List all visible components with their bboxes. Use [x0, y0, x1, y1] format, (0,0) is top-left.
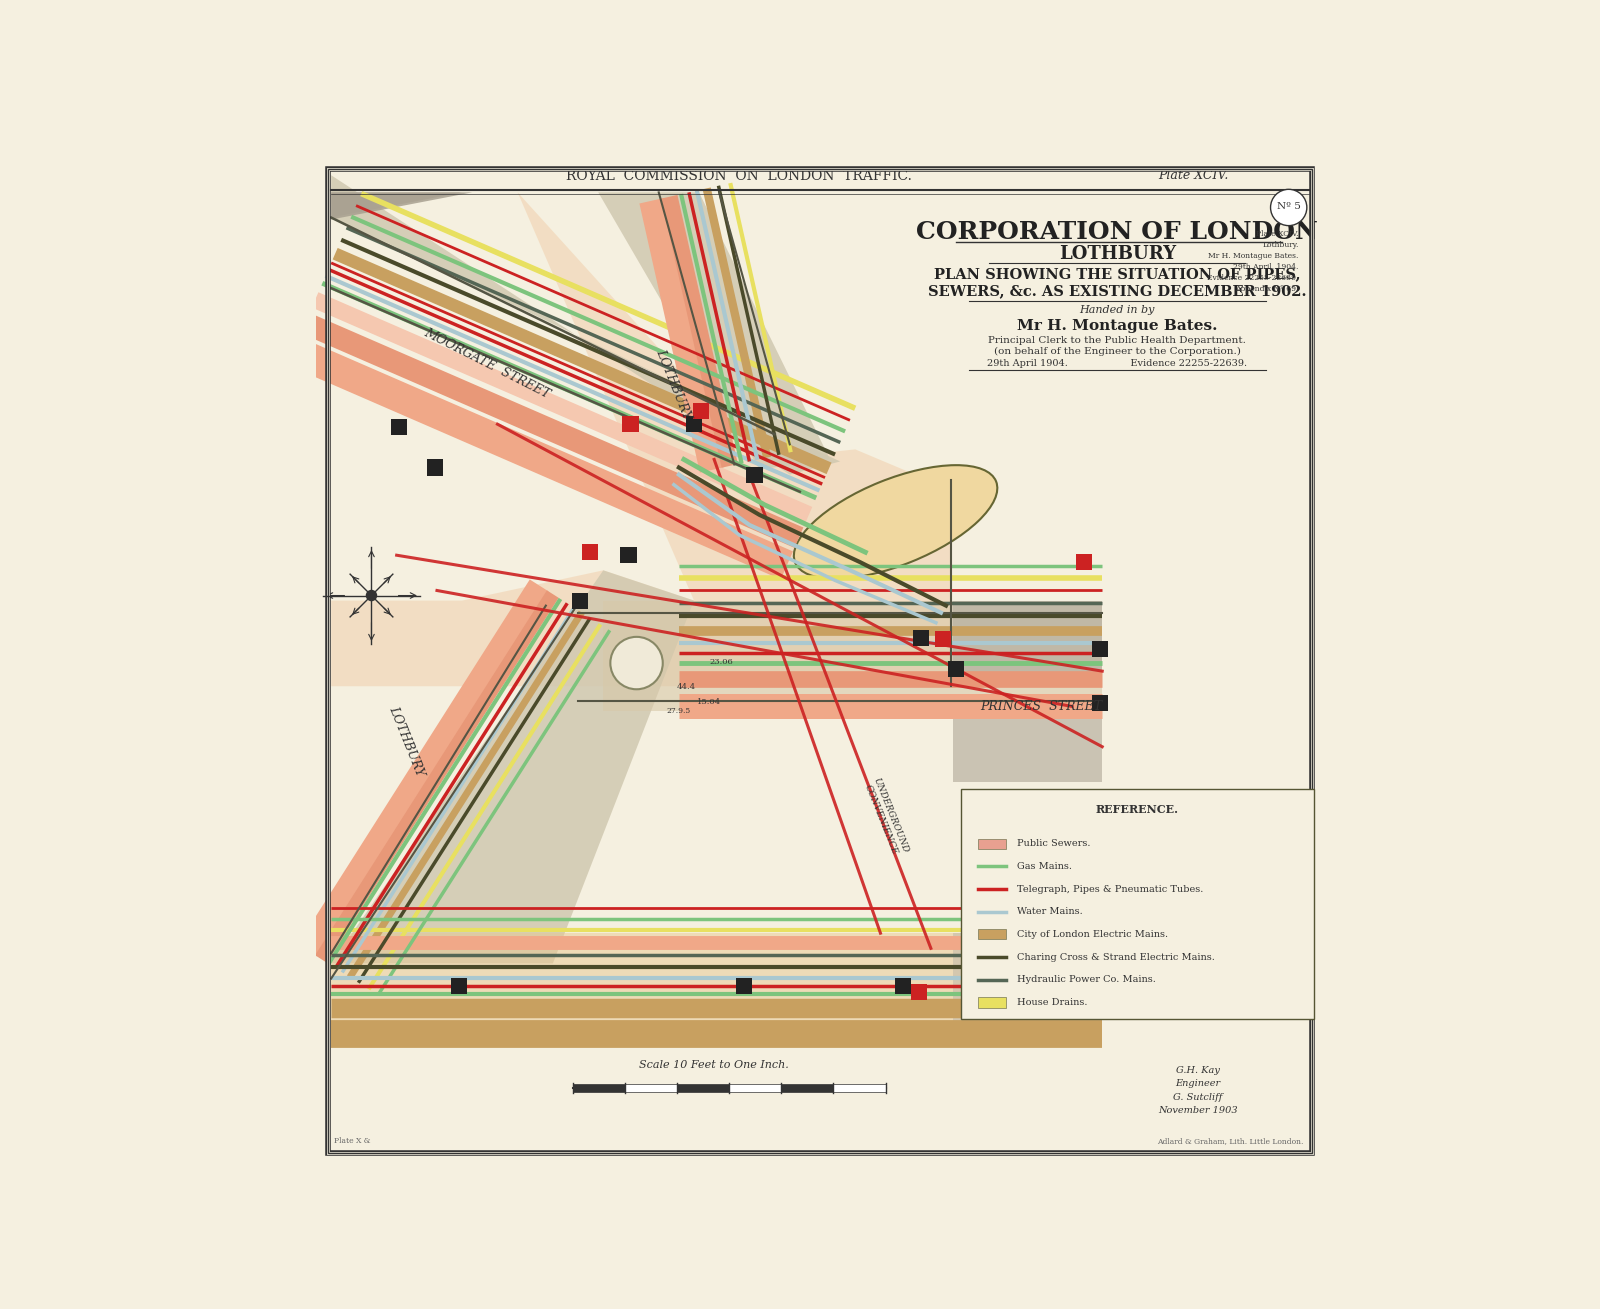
Text: 44.4: 44.4	[677, 683, 696, 691]
Polygon shape	[331, 192, 462, 217]
Text: 27.9.5: 27.9.5	[667, 707, 691, 716]
Polygon shape	[954, 702, 1102, 781]
Bar	[1093, 695, 1109, 712]
Text: Charing Cross & Strand Electric Mains.: Charing Cross & Strand Electric Mains.	[1016, 953, 1214, 962]
Text: 23.06: 23.06	[709, 658, 733, 666]
Text: LOTHBURY: LOTHBURY	[654, 347, 694, 421]
Bar	[834, 1084, 885, 1093]
Bar	[390, 419, 406, 436]
Text: 29th April 1904.                    Evidence 22255-22639.: 29th April 1904. Evidence 22255-22639.	[987, 359, 1248, 368]
Text: PRINCES  STREET: PRINCES STREET	[981, 700, 1102, 713]
Text: House Drains.: House Drains.	[1016, 997, 1086, 1007]
Text: Handed in by: Handed in by	[1080, 305, 1155, 315]
Text: Public Sewers.: Public Sewers.	[1016, 839, 1090, 848]
Bar	[910, 983, 926, 1000]
Bar	[894, 978, 910, 994]
Bar	[1077, 554, 1093, 571]
Bar	[686, 416, 702, 432]
Text: Gas Mains.: Gas Mains.	[1016, 861, 1072, 870]
Text: PLAN SHOWING THE SITUATION OF PIPES,: PLAN SHOWING THE SITUATION OF PIPES,	[934, 267, 1301, 281]
Bar	[736, 978, 752, 994]
Text: Principal Clerk to the Public Health Department.: Principal Clerk to the Public Health Dep…	[989, 336, 1246, 346]
Text: ROYAL  COMMISSION  ON  LONDON  TRAFFIC.: ROYAL COMMISSION ON LONDON TRAFFIC.	[566, 169, 912, 183]
Text: Hydraulic Power Co. Mains.: Hydraulic Power Co. Mains.	[1016, 975, 1155, 984]
Bar	[427, 459, 443, 475]
FancyBboxPatch shape	[962, 789, 1314, 1018]
Polygon shape	[950, 601, 1102, 686]
Text: 15.04: 15.04	[698, 699, 722, 707]
Text: MOORGATE  STREET: MOORGATE STREET	[422, 326, 552, 401]
Circle shape	[366, 590, 376, 601]
Text: SEWERS, &c. AS EXISTING DECEMBER 1902.: SEWERS, &c. AS EXISTING DECEMBER 1902.	[928, 284, 1307, 298]
Text: (on behalf of the Engineer to the Corporation.): (on behalf of the Engineer to the Corpor…	[994, 347, 1240, 356]
Bar	[781, 1084, 834, 1093]
Bar	[978, 929, 1006, 940]
Text: Scale 10 Feet to One Inch.: Scale 10 Feet to One Inch.	[640, 1060, 789, 1071]
Bar	[1093, 641, 1109, 657]
Bar	[621, 547, 637, 563]
Bar	[573, 1084, 626, 1093]
Text: LOTHBURY: LOTHBURY	[387, 704, 427, 779]
Polygon shape	[603, 601, 1102, 712]
Text: UNDERGROUND
CONVENIENCE: UNDERGROUND CONVENIENCE	[861, 776, 909, 859]
Circle shape	[610, 637, 662, 690]
Polygon shape	[331, 933, 1102, 1039]
Text: G.H. Kay
Engineer
G. Sutcliff
November 1903: G.H. Kay Engineer G. Sutcliff November 1…	[1158, 1067, 1238, 1115]
Text: Plate X &: Plate X &	[334, 1136, 371, 1145]
Polygon shape	[331, 192, 950, 686]
Text: Plate XCIV.: Plate XCIV.	[1158, 169, 1229, 182]
Text: REFERENCE.: REFERENCE.	[1096, 804, 1179, 816]
Bar	[978, 997, 1006, 1008]
Bar	[934, 631, 950, 647]
Polygon shape	[954, 933, 1102, 1039]
Text: CORPORATION OF LONDON: CORPORATION OF LONDON	[917, 220, 1318, 243]
Bar	[573, 593, 589, 609]
Bar	[747, 466, 763, 483]
Bar	[912, 630, 930, 645]
Polygon shape	[331, 571, 694, 963]
Text: Telegraph, Pipes & Pneumatic Tubes.: Telegraph, Pipes & Pneumatic Tubes.	[1016, 885, 1203, 894]
Bar	[730, 1084, 781, 1093]
Text: Plate XCIV.
Lothbury.
Mr H. Montague Bates.
29th April, 1904.
Evidence 22255-226: Plate XCIV. Lothbury. Mr H. Montague Bat…	[1208, 229, 1299, 293]
Text: Mr H. Montague Bates.: Mr H. Montague Bates.	[1018, 319, 1218, 334]
Ellipse shape	[794, 465, 997, 579]
Polygon shape	[331, 175, 840, 475]
Text: Adlard & Graham, Lith. Little London.: Adlard & Graham, Lith. Little London.	[1157, 1136, 1304, 1145]
Polygon shape	[598, 192, 830, 470]
Bar	[998, 978, 1014, 994]
Bar	[582, 545, 598, 560]
Polygon shape	[331, 192, 472, 220]
Text: City of London Electric Mains.: City of London Electric Mains.	[1016, 929, 1168, 939]
Text: LOTHBURY: LOTHBURY	[1059, 245, 1176, 263]
Bar	[626, 1084, 677, 1093]
Bar	[451, 978, 467, 994]
Bar	[693, 403, 709, 419]
Polygon shape	[954, 601, 1102, 686]
Bar	[949, 661, 965, 677]
Bar	[622, 416, 638, 432]
Text: Water Mains.: Water Mains.	[1016, 907, 1082, 916]
Bar	[978, 839, 1006, 848]
Text: Nº 5: Nº 5	[1277, 202, 1301, 211]
Bar	[677, 1084, 730, 1093]
Circle shape	[1270, 190, 1307, 225]
